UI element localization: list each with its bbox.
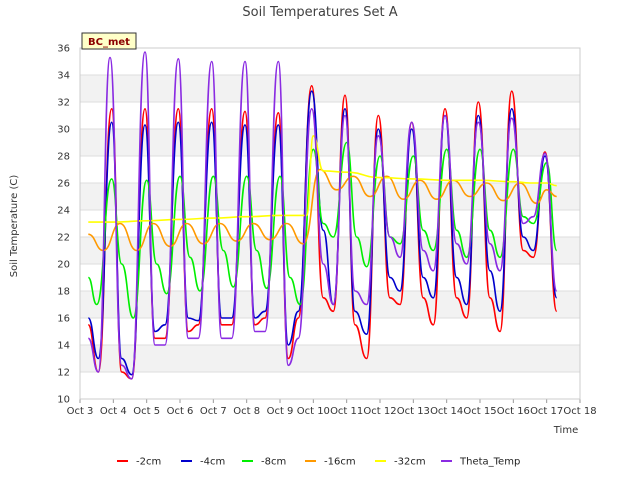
- y-tick-label: 36: [57, 44, 70, 55]
- series-line-8cm: [87, 141, 558, 319]
- y-tick-label: 26: [57, 179, 70, 190]
- legend-label: -4cm: [200, 457, 225, 468]
- grid-band: [80, 156, 580, 183]
- y-tick-label: 30: [57, 125, 70, 136]
- x-tick-label: Oct 17: [530, 406, 563, 417]
- y-tick-label: 28: [57, 152, 70, 163]
- x-tick-label: Oct 7: [200, 406, 227, 417]
- y-tick-label: 16: [57, 314, 70, 325]
- y-tick-label: 18: [57, 287, 70, 298]
- legend-label: Theta_Temp: [459, 457, 520, 468]
- grid-band: [80, 75, 580, 102]
- y-tick-label: 10: [57, 395, 70, 406]
- grid-band: [80, 48, 580, 75]
- site-badge: BC_met: [81, 32, 137, 50]
- y-tick-label: 34: [57, 71, 70, 82]
- y-tick-label: 24: [57, 206, 70, 217]
- site-badge-box: [81, 32, 137, 50]
- grid-band: [80, 129, 580, 156]
- series-line-thetatemp: [87, 51, 558, 380]
- series-line-16cm: [88, 168, 557, 252]
- grid-band: [80, 102, 580, 129]
- x-tick-label: Oct 5: [133, 406, 160, 417]
- x-tick-label: Oct 13: [397, 406, 430, 417]
- x-tick-label: Oct 16: [497, 406, 530, 417]
- x-tick-label: Oct 12: [363, 406, 396, 417]
- series-line-32cm: [88, 134, 557, 223]
- x-tick-label: Oct 4: [100, 406, 127, 417]
- x-tick-label: Oct 15: [463, 406, 496, 417]
- x-axis-label: Time: [553, 425, 578, 436]
- plot-frame: [79, 47, 581, 400]
- y-tick-label: 20: [57, 260, 70, 271]
- grid-band: [80, 345, 580, 372]
- x-tick-label: Oct 11: [330, 406, 363, 417]
- y-axis-ticks: 10 12 14 16 18 20 22 24 26 28 30 32 34 36: [57, 44, 70, 406]
- x-tick-label: Oct 14: [430, 406, 463, 417]
- y-tick-label: 12: [57, 368, 70, 379]
- x-axis-ticks: Oct 3 Oct 4 Oct 5 Oct 6 Oct 7 Oct 8 Oct 9 Oct 1…: [67, 399, 597, 417]
- x-tick-label: Oct 18: [563, 406, 596, 417]
- series-lines: [87, 51, 558, 380]
- legend-label: -16cm: [324, 457, 356, 468]
- site-badge-label: BC_met: [88, 37, 130, 48]
- y-axis-label: Soil Temperature (C): [9, 175, 20, 278]
- y-tick-label: 32: [57, 98, 70, 109]
- y-tick-label: 14: [57, 341, 70, 352]
- x-tick-label: Oct 8: [233, 406, 260, 417]
- grid-band: [80, 372, 580, 399]
- legend-label: -2cm: [136, 457, 161, 468]
- x-tick-label: Oct 9: [267, 406, 294, 417]
- x-tick-label: Oct 3: [67, 406, 94, 417]
- legend-label: -8cm: [261, 457, 286, 468]
- y-tick-label: 22: [57, 233, 70, 244]
- x-tick-label: Oct 10: [297, 406, 330, 417]
- x-tick-label: Oct 6: [167, 406, 194, 417]
- chart-title: Soil Temperatures Set A: [242, 5, 397, 20]
- legend-label: -32cm: [394, 457, 426, 468]
- legend: -2cm -4cm -8cm -16cm -32cm Theta_Temp: [117, 457, 520, 468]
